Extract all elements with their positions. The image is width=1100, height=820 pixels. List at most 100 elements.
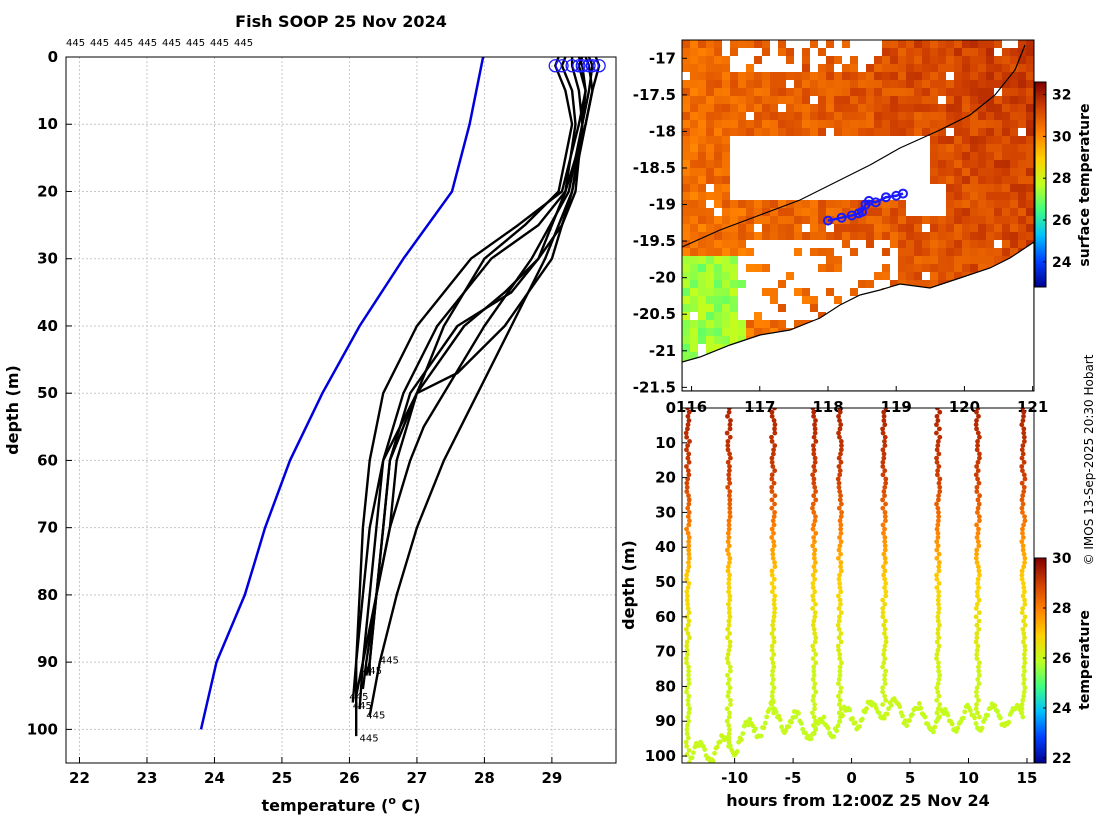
sst-cell bbox=[986, 56, 994, 64]
top-label-3: 445 bbox=[138, 38, 157, 49]
temp-point bbox=[811, 555, 817, 561]
sst-cell bbox=[858, 96, 866, 104]
sst-cell bbox=[826, 208, 834, 216]
map-y-tick-label-9: -21.5 bbox=[633, 378, 676, 396]
sst-cell bbox=[834, 256, 842, 264]
sst-cell bbox=[938, 144, 946, 152]
sst-cell bbox=[778, 288, 786, 296]
sst-cell bbox=[778, 272, 786, 280]
sst-cell bbox=[906, 240, 914, 248]
sst-cell bbox=[722, 48, 730, 56]
sst-cell bbox=[778, 168, 786, 176]
sst-cell bbox=[794, 128, 802, 136]
sst-cell bbox=[706, 264, 714, 272]
sst-cell bbox=[994, 104, 1002, 112]
sst-cell bbox=[682, 280, 690, 288]
sst-cell bbox=[690, 184, 698, 192]
sst-cell bbox=[706, 336, 714, 344]
temp-point bbox=[881, 572, 887, 578]
temp-point bbox=[710, 758, 716, 763]
sst-cell bbox=[714, 192, 722, 200]
sst-cell bbox=[874, 224, 882, 232]
sst-cell bbox=[882, 128, 890, 136]
sst-cell bbox=[802, 296, 810, 304]
sst-cell bbox=[946, 56, 954, 64]
sst-cell bbox=[914, 240, 922, 248]
sst-cell bbox=[954, 240, 962, 248]
sst-cell bbox=[874, 72, 882, 80]
sst-cell bbox=[698, 144, 706, 152]
sst-cell bbox=[850, 264, 858, 272]
sst-cell bbox=[722, 312, 730, 320]
sst-cell bbox=[994, 72, 1002, 80]
sst-cell bbox=[986, 216, 994, 224]
sst-cell bbox=[906, 208, 914, 216]
sst-cell bbox=[954, 232, 962, 240]
sst-cell bbox=[706, 80, 714, 88]
sst-cell bbox=[850, 248, 858, 256]
temp-point bbox=[728, 418, 733, 423]
sst-cell bbox=[794, 152, 802, 160]
sst-cell bbox=[986, 72, 994, 80]
sst-cell bbox=[1018, 104, 1026, 112]
sst-cell bbox=[690, 224, 698, 232]
sst-cell bbox=[826, 240, 834, 248]
sst-cell bbox=[714, 104, 722, 112]
sst-cell bbox=[762, 168, 770, 176]
sst-cell bbox=[922, 160, 930, 168]
sst-cell bbox=[946, 48, 954, 56]
sst-cell bbox=[978, 176, 986, 184]
sst-cell bbox=[1018, 232, 1026, 240]
sst-cell bbox=[722, 64, 730, 72]
temp-point bbox=[935, 631, 941, 636]
temp-point bbox=[974, 551, 979, 557]
sst-cell bbox=[858, 88, 866, 96]
sst-cell bbox=[882, 272, 890, 280]
sst-cell bbox=[890, 40, 898, 48]
sst-cell bbox=[818, 216, 826, 224]
sst-cell bbox=[938, 136, 946, 144]
temp-point bbox=[769, 568, 775, 574]
sst-cell bbox=[922, 248, 930, 256]
temp-point bbox=[918, 705, 924, 711]
sst-cell bbox=[882, 216, 890, 224]
sst-cell bbox=[922, 48, 930, 56]
sst-cell bbox=[746, 256, 754, 264]
sst-cell bbox=[818, 120, 826, 128]
temp-point bbox=[1019, 539, 1025, 545]
temp-point bbox=[772, 510, 778, 515]
sst-cell bbox=[1026, 136, 1034, 144]
sst-cell bbox=[682, 240, 690, 248]
sst-cell bbox=[714, 232, 722, 240]
temp-point bbox=[810, 543, 816, 549]
sst-cell bbox=[794, 240, 802, 248]
sst-cell bbox=[818, 280, 826, 288]
temp-point bbox=[725, 539, 731, 545]
temp-point bbox=[973, 555, 979, 561]
sst-cell bbox=[994, 144, 1002, 152]
sst-cell bbox=[746, 216, 754, 224]
sst-cell bbox=[938, 256, 946, 264]
sst-cell bbox=[698, 344, 706, 352]
sst-cell bbox=[906, 96, 914, 104]
temp-point bbox=[810, 593, 816, 599]
temp-point bbox=[935, 543, 941, 549]
temp-point bbox=[772, 610, 777, 616]
sst-cell bbox=[690, 352, 698, 360]
sst-cell bbox=[842, 96, 850, 104]
temp-point bbox=[882, 601, 888, 607]
sst-cell bbox=[714, 80, 722, 88]
temp-point bbox=[686, 718, 692, 724]
sst-cell bbox=[746, 56, 754, 64]
temp-point bbox=[1020, 493, 1026, 499]
sst-cell bbox=[730, 176, 738, 184]
sst-cell bbox=[714, 168, 722, 176]
sst-cell bbox=[714, 48, 722, 56]
sst-cell bbox=[826, 296, 834, 304]
sst-cell bbox=[746, 64, 754, 72]
temp-point bbox=[769, 489, 775, 494]
sst-cell bbox=[970, 136, 978, 144]
sst-cell bbox=[874, 56, 882, 64]
